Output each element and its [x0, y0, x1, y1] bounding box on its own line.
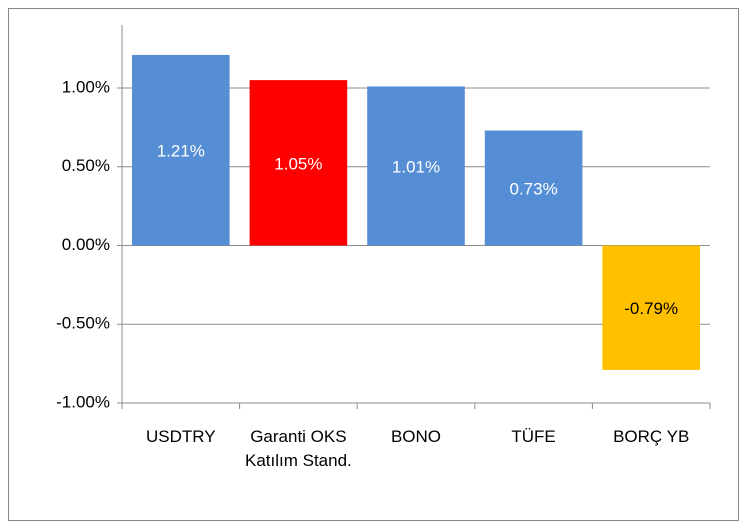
bar — [131, 54, 230, 246]
x-tick-label: BORÇ YB — [613, 427, 690, 446]
y-tick-label: 0.00% — [62, 235, 110, 254]
y-tick-label: -0.50% — [56, 314, 110, 333]
chart-border — [8, 8, 739, 521]
data-label: 1.01% — [392, 157, 440, 176]
data-label: -0.79% — [624, 299, 678, 318]
x-tick-label: USDTRY — [146, 427, 216, 446]
y-tick-label: -1.00% — [56, 392, 110, 411]
data-label: 0.73% — [509, 179, 557, 198]
bar — [249, 80, 348, 246]
x-tick-label: TÜFE — [511, 427, 556, 446]
y-tick-label: 1.00% — [62, 77, 110, 96]
y-tick-label: 0.50% — [62, 156, 110, 175]
bar — [484, 130, 583, 246]
data-label: 1.21% — [157, 142, 205, 161]
x-tick-label: BONO — [390, 427, 442, 446]
bar — [602, 245, 701, 370]
bar — [367, 86, 465, 246]
x-tick-label: Garanti OKS Katılım Stand. — [245, 427, 352, 470]
data-label: 1.05% — [274, 154, 322, 173]
